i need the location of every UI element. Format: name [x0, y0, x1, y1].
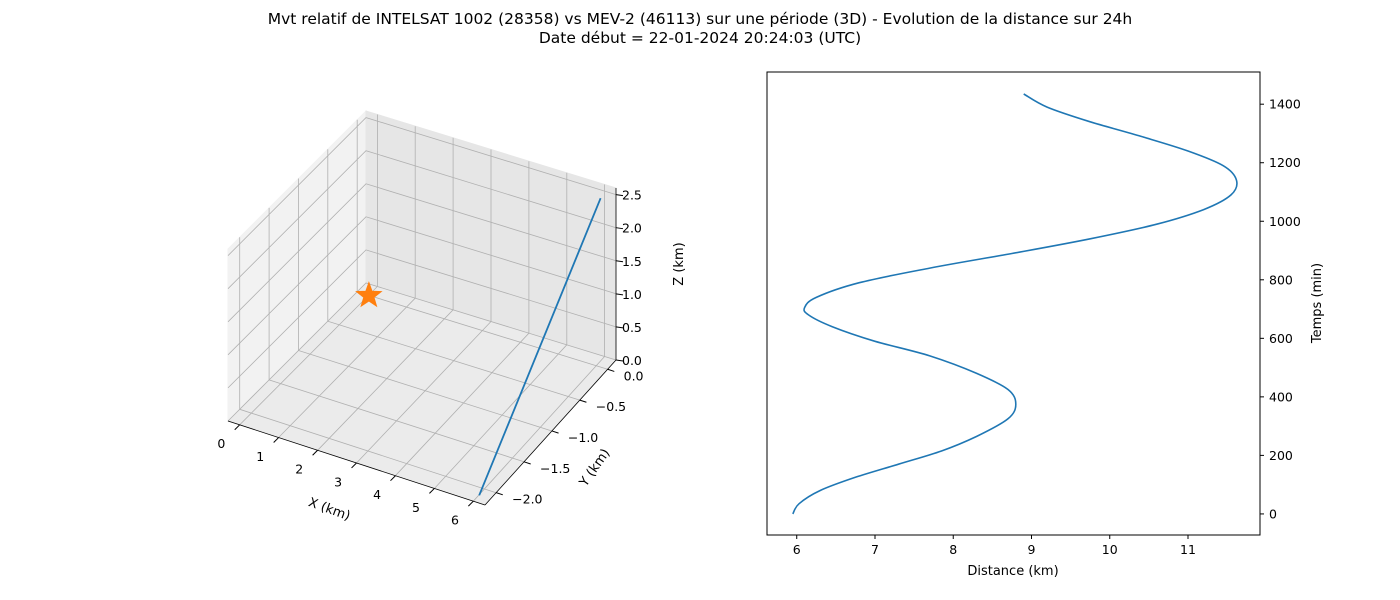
- series-group: [792, 93, 1238, 515]
- x-tick-label: 1: [256, 449, 264, 464]
- z-grid-line: [227, 117, 617, 256]
- x-tick-label: 3: [334, 474, 342, 489]
- y-tick-label: 800: [1269, 272, 1293, 287]
- x-axis-label: X (km): [306, 495, 352, 524]
- y-tick-mark: [495, 492, 503, 496]
- y-axis-label: Temps (min): [1310, 263, 1325, 344]
- x-tick-label: 0: [217, 436, 225, 451]
- y-tick-mark: [551, 430, 559, 434]
- z-tick-mark: [615, 227, 624, 230]
- y-tick-mark: [523, 461, 531, 465]
- x-tick-mark: [429, 488, 435, 494]
- x-ticks: 6 7 8 9 10 11: [793, 535, 1196, 557]
- y-tick-label: 200: [1269, 448, 1293, 463]
- y-tick-label: −1.5: [540, 461, 570, 476]
- tick-marks: 0 1 2 3 4 5 6 0.0 −0.5 −1.0 −1.5 −2.0 0.0 0.5 1.0 1.5 2.…: [217, 188, 643, 528]
- title-line-2: Date début = 22-01-2024 20:24:03 (UTC): [538, 29, 862, 47]
- star-marker: [355, 281, 383, 308]
- y-tick-label: 0: [1269, 506, 1277, 521]
- x-axis-label: Distance (km): [967, 564, 1058, 579]
- grid-lines: [227, 114, 617, 502]
- x-tick-label: 4: [373, 487, 381, 502]
- x-tick-label: 5: [412, 500, 420, 515]
- y-tick-label: 400: [1269, 389, 1293, 404]
- z-tick-label: 2.0: [622, 221, 642, 236]
- x-tick-mark: [273, 437, 279, 443]
- plot-3d: 0 1 2 3 4 5 6 0.0 −0.5 −1.0 −1.5 −2.0 0.0 0.5 1.0 1.5 2.…: [217, 109, 687, 528]
- z-tick-mark: [615, 194, 624, 197]
- y-tick-label: −2.0: [512, 492, 542, 507]
- y-tick-label: 1400: [1269, 97, 1301, 112]
- z-tick-label: 2.5: [622, 188, 642, 203]
- x-tick-label: 11: [1180, 542, 1196, 557]
- y-tick-label: −0.5: [596, 399, 626, 414]
- plot-2d: 6 7 8 9 10 11 0 200 400 600 800 1000 1200 1400 Dista…: [766, 71, 1325, 579]
- z-tick-mark: [615, 293, 624, 296]
- x-tick-mark: [312, 449, 318, 456]
- x-tick-label: 6: [793, 542, 801, 557]
- x-tick-label: 6: [451, 513, 459, 528]
- x-tick-label: 7: [871, 542, 879, 557]
- y-ticks: 0 200 400 600 800 1000 1200 1400: [1260, 97, 1301, 521]
- y-tick-mark: [579, 399, 587, 403]
- z-tick-label: 0.5: [622, 320, 642, 335]
- x-tick-label: 9: [1028, 542, 1036, 557]
- x-tick-label: 2: [295, 462, 303, 477]
- y-tick-label: −1.0: [568, 430, 598, 445]
- y-tick-label: 0.0: [624, 368, 644, 383]
- y-tick-label: 1200: [1269, 155, 1301, 170]
- x-tick-label: 10: [1102, 542, 1118, 557]
- z-tick-mark: [615, 326, 624, 329]
- series-line: [478, 197, 602, 496]
- y-axis-line: [484, 359, 617, 506]
- y-tick-mark: [607, 368, 615, 372]
- y-tick-label: 600: [1269, 331, 1293, 346]
- x-tick-mark: [390, 475, 396, 482]
- x-tick-label: 8: [949, 542, 957, 557]
- z-axis-label: Z (km): [672, 242, 687, 285]
- z-grid-line: [227, 282, 617, 422]
- figure-title: Mvt relatif de INTELSAT 1002 (28358) vs …: [0, 10, 1400, 48]
- z-grid-line: [227, 249, 617, 389]
- x-tick-mark: [351, 462, 357, 469]
- y-tick-label: 1000: [1269, 214, 1301, 229]
- axis-panes: [227, 109, 617, 506]
- z-tick-label: 1.5: [622, 254, 642, 269]
- plot-frame: [766, 71, 1261, 536]
- x-axis-line: [227, 420, 486, 506]
- title-line-1: Mvt relatif de INTELSAT 1002 (28358) vs …: [267, 10, 1133, 28]
- z-grid-line: [227, 216, 617, 356]
- z-grid-line: [227, 150, 617, 289]
- z-tick-mark: [615, 260, 624, 263]
- z-tick-label: 0.0: [622, 353, 642, 368]
- x-tick-mark: [234, 424, 241, 431]
- y-axis-label: Y (km): [576, 446, 613, 490]
- z-tick-label: 1.0: [622, 287, 642, 302]
- series-line: [792, 93, 1238, 515]
- z-grid-line: [227, 183, 617, 323]
- series-group: [355, 197, 602, 496]
- x-tick-mark: [468, 500, 474, 507]
- z-tick-mark: [615, 359, 624, 362]
